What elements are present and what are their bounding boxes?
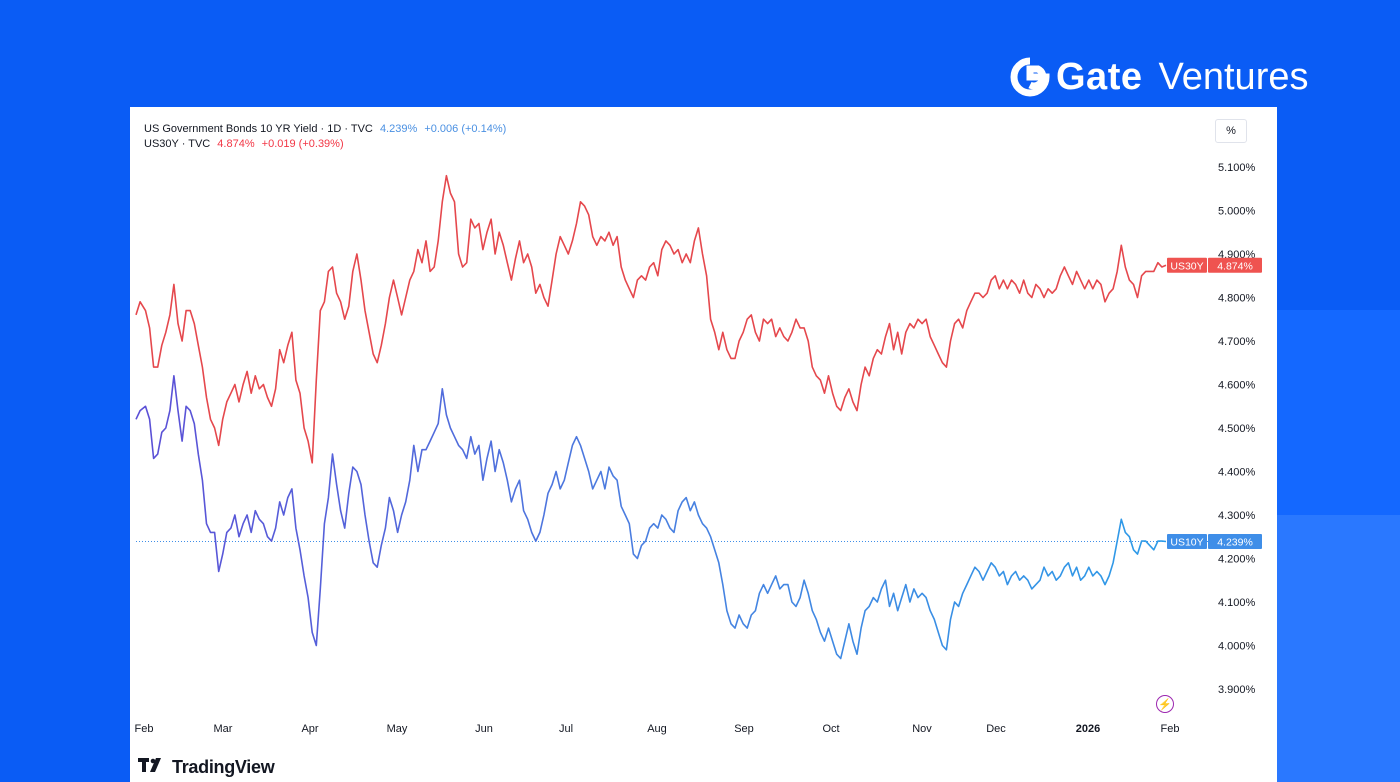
brand-subtitle: Ventures	[1158, 55, 1309, 98]
legend-us10y-change: +0.006 (+0.14%)	[424, 123, 507, 135]
x-tick-label: Oct	[822, 723, 839, 735]
legend-us30y-change: +0.019 (+0.39%)	[261, 138, 344, 150]
y-tick-label: 4.400%	[1218, 467, 1256, 479]
brand-header: Gate Ventures	[1010, 55, 1308, 99]
percent-scale-button[interactable]: %	[1215, 119, 1247, 143]
chart-panel: US Government Bonds 10 YR Yield · 1D · T…	[130, 107, 1277, 782]
series-lines	[135, 174, 1208, 660]
brand-name: Gate	[1056, 55, 1143, 98]
background-decoration-2	[1260, 515, 1400, 782]
y-tick-label: 4.600%	[1218, 380, 1256, 392]
y-tick-label: 4.500%	[1218, 423, 1256, 435]
last-tag-value: 4.239%	[1217, 537, 1253, 549]
y-tick-label: 4.300%	[1218, 510, 1256, 522]
x-tick-label: Apr	[301, 723, 318, 735]
y-tick-label: 4.100%	[1218, 597, 1256, 609]
legend-us30y-label: US30Y · TVC	[144, 138, 211, 150]
x-tick-label: 2026	[1076, 723, 1100, 735]
x-tick-label: Nov	[912, 723, 932, 735]
y-tick-label: 4.200%	[1218, 554, 1256, 566]
legend-row-us30y[interactable]: US30Y · TVC 4.874% +0.019 (+0.39%)	[144, 137, 506, 152]
last-tag-value: 4.874%	[1217, 260, 1253, 272]
us30y-last-tag: US30Y 4.874%	[1167, 257, 1262, 273]
x-tick-label: Jun	[475, 723, 493, 735]
y-tick-label: 4.000%	[1218, 641, 1256, 653]
line-chart[interactable]: 5.100%5.000%4.900%4.800%4.700%4.600%4.50…	[130, 107, 1277, 747]
us10y-last-tag: US10Y 4.239%	[1167, 534, 1262, 550]
tradingview-wordmark: TradingView	[172, 757, 275, 777]
x-tick-label: Sep	[734, 723, 754, 735]
x-tick-label: Dec	[986, 723, 1006, 735]
y-tick-label: 4.700%	[1218, 336, 1256, 348]
tradingview-logo[interactable]: TradingView	[138, 757, 275, 778]
x-tick-label: Feb	[1161, 723, 1180, 735]
us30y-series-line[interactable]	[135, 174, 1167, 464]
legend-us10y-value: 4.239%	[379, 123, 418, 135]
chart-legend: US Government Bonds 10 YR Yield · 1D · T…	[144, 122, 506, 152]
legend-us10y-label: US Government Bonds 10 YR Yield · 1D · T…	[144, 123, 373, 135]
gate-logo-icon	[1010, 57, 1050, 97]
y-tick-label: 5.000%	[1218, 206, 1256, 218]
flash-icon[interactable]: ⚡	[1156, 695, 1174, 713]
y-tick-label: 4.800%	[1218, 293, 1256, 305]
y-axis: 5.100%5.000%4.900%4.800%4.700%4.600%4.50…	[1218, 162, 1256, 696]
legend-us30y-value: 4.874%	[217, 138, 255, 150]
x-tick-label: Jul	[559, 723, 573, 735]
y-tick-label: 5.100%	[1218, 162, 1256, 174]
x-tick-label: May	[387, 723, 408, 735]
y-tick-label: 3.900%	[1218, 684, 1256, 696]
x-axis: Feb Mar Apr May Jun Jul Aug Sep Oct Nov Dec 2026 Feb	[135, 723, 1180, 735]
last-value-tags: US30Y 4.874% US10Y 4.239%	[1167, 257, 1262, 550]
x-tick-label: Aug	[647, 723, 667, 735]
last-tag-series-name: US10Y	[1170, 537, 1203, 549]
last-tag-series-name: US30Y	[1170, 260, 1203, 272]
us10y-series-line[interactable]	[135, 375, 1167, 660]
x-tick-label: Mar	[214, 723, 233, 735]
legend-row-us10y[interactable]: US Government Bonds 10 YR Yield · 1D · T…	[144, 122, 506, 137]
tradingview-icon	[138, 757, 166, 778]
x-tick-label: Feb	[135, 723, 154, 735]
